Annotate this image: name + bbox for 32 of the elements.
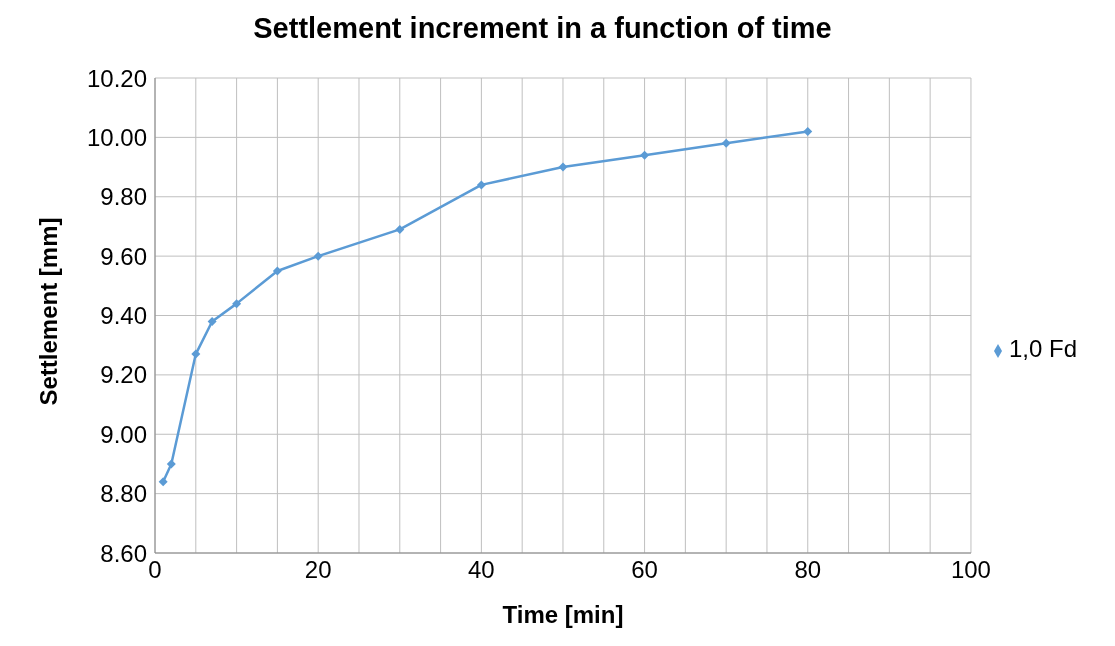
y-tick-label: 8.80: [100, 480, 147, 508]
x-tick-label: 80: [794, 556, 822, 584]
point: [721, 138, 731, 148]
x-axis-title: Time [min]: [502, 601, 624, 628]
y-tick-label: 10.20: [86, 64, 147, 92]
y-tick-label: 9.60: [100, 242, 147, 270]
point: [232, 299, 242, 309]
x-tick-label: 0: [148, 556, 162, 584]
y-tick-label: 9.00: [100, 420, 147, 448]
y-tick-label: 9.20: [100, 361, 147, 389]
y-tick-label: 10.00: [86, 123, 147, 151]
point: [166, 459, 176, 469]
x-tick-label: 60: [631, 556, 658, 584]
y-tick-label: 8.60: [100, 539, 147, 567]
point: [558, 162, 568, 172]
y-axis-title: Settlement [mm]: [34, 217, 62, 406]
x-tick-label: 40: [468, 556, 495, 584]
point: [395, 224, 405, 234]
x-tick-label: 20: [304, 556, 332, 584]
point: [803, 126, 813, 136]
y-tick-label: 9.40: [100, 302, 147, 330]
point: [313, 251, 323, 261]
point: [272, 266, 282, 276]
legend-label: 1,0 Fd: [1008, 335, 1077, 362]
point: [640, 150, 650, 160]
point: [476, 180, 486, 190]
point: [158, 477, 168, 487]
y-tick-label: 9.80: [100, 183, 147, 211]
point: [191, 349, 201, 359]
chart-title: Settlement increment in a function of time: [252, 11, 833, 46]
x-tick-label: 100: [950, 556, 991, 584]
point: [207, 316, 217, 326]
